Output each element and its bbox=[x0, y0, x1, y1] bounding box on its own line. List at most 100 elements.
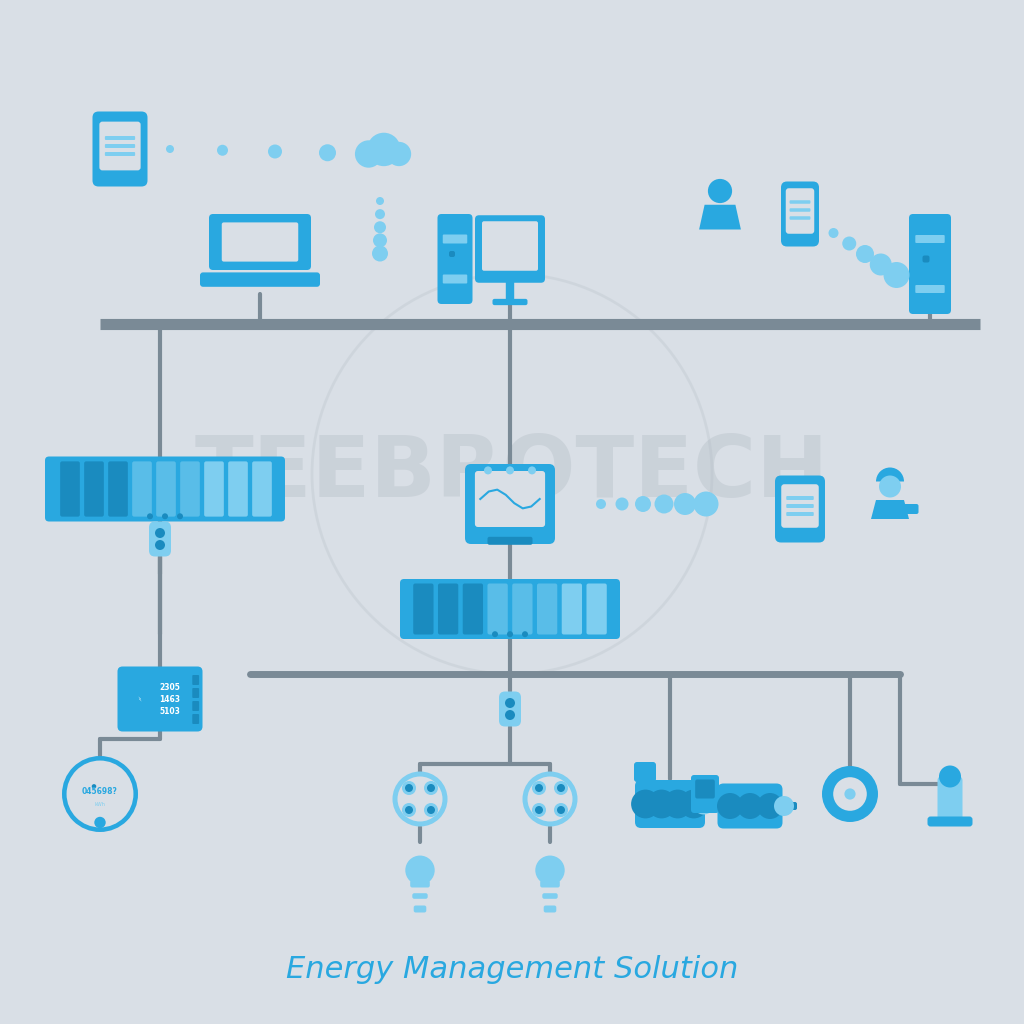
Circle shape bbox=[492, 631, 498, 637]
FancyBboxPatch shape bbox=[222, 222, 298, 261]
FancyBboxPatch shape bbox=[400, 579, 620, 639]
Circle shape bbox=[869, 254, 892, 275]
Circle shape bbox=[554, 781, 568, 795]
Circle shape bbox=[406, 855, 435, 885]
FancyBboxPatch shape bbox=[779, 802, 797, 810]
Circle shape bbox=[367, 133, 400, 166]
Circle shape bbox=[372, 246, 388, 261]
FancyBboxPatch shape bbox=[84, 462, 103, 517]
Circle shape bbox=[535, 806, 543, 814]
FancyBboxPatch shape bbox=[790, 201, 810, 204]
Circle shape bbox=[717, 793, 743, 819]
Circle shape bbox=[155, 540, 165, 550]
Circle shape bbox=[424, 803, 438, 817]
FancyBboxPatch shape bbox=[499, 691, 521, 726]
Text: 5103: 5103 bbox=[160, 707, 180, 716]
Circle shape bbox=[402, 781, 416, 795]
FancyBboxPatch shape bbox=[449, 251, 455, 257]
FancyBboxPatch shape bbox=[635, 780, 705, 828]
FancyBboxPatch shape bbox=[786, 496, 814, 500]
Circle shape bbox=[505, 698, 515, 708]
FancyBboxPatch shape bbox=[775, 475, 825, 543]
FancyBboxPatch shape bbox=[104, 152, 135, 156]
FancyBboxPatch shape bbox=[465, 464, 555, 544]
Circle shape bbox=[939, 766, 961, 787]
FancyBboxPatch shape bbox=[541, 881, 560, 888]
FancyBboxPatch shape bbox=[634, 762, 656, 782]
FancyBboxPatch shape bbox=[442, 274, 467, 284]
Circle shape bbox=[147, 513, 153, 519]
Circle shape bbox=[757, 793, 783, 819]
FancyBboxPatch shape bbox=[781, 181, 819, 247]
FancyBboxPatch shape bbox=[718, 783, 782, 828]
FancyBboxPatch shape bbox=[193, 701, 199, 711]
FancyBboxPatch shape bbox=[923, 256, 930, 262]
FancyBboxPatch shape bbox=[45, 457, 285, 521]
Circle shape bbox=[596, 499, 606, 509]
FancyBboxPatch shape bbox=[786, 504, 814, 508]
Circle shape bbox=[845, 788, 856, 800]
Text: Energy Management Solution: Energy Management Solution bbox=[286, 954, 738, 983]
Text: 045698?: 045698? bbox=[82, 786, 118, 796]
FancyBboxPatch shape bbox=[785, 188, 814, 233]
FancyBboxPatch shape bbox=[562, 584, 582, 635]
FancyBboxPatch shape bbox=[118, 667, 203, 731]
Circle shape bbox=[484, 466, 492, 474]
Circle shape bbox=[528, 466, 536, 474]
FancyBboxPatch shape bbox=[193, 675, 199, 685]
Circle shape bbox=[774, 796, 794, 816]
Circle shape bbox=[522, 631, 528, 637]
FancyBboxPatch shape bbox=[691, 775, 719, 813]
Circle shape bbox=[402, 803, 416, 817]
FancyBboxPatch shape bbox=[786, 512, 814, 516]
Circle shape bbox=[532, 781, 546, 795]
FancyBboxPatch shape bbox=[438, 584, 459, 635]
Circle shape bbox=[162, 513, 168, 519]
Circle shape bbox=[674, 493, 696, 515]
FancyBboxPatch shape bbox=[544, 905, 556, 912]
FancyBboxPatch shape bbox=[442, 234, 467, 244]
Circle shape bbox=[679, 790, 709, 818]
FancyBboxPatch shape bbox=[512, 584, 532, 635]
Circle shape bbox=[427, 806, 435, 814]
Polygon shape bbox=[699, 205, 741, 229]
FancyBboxPatch shape bbox=[700, 801, 713, 808]
Circle shape bbox=[392, 771, 447, 826]
FancyBboxPatch shape bbox=[92, 112, 147, 186]
FancyBboxPatch shape bbox=[781, 484, 819, 527]
Circle shape bbox=[177, 513, 183, 519]
Circle shape bbox=[507, 631, 513, 637]
FancyBboxPatch shape bbox=[109, 462, 128, 517]
FancyBboxPatch shape bbox=[790, 216, 810, 220]
Circle shape bbox=[693, 492, 719, 516]
FancyBboxPatch shape bbox=[180, 462, 200, 517]
FancyBboxPatch shape bbox=[475, 471, 545, 527]
Circle shape bbox=[94, 817, 105, 828]
Circle shape bbox=[506, 466, 514, 474]
Circle shape bbox=[822, 766, 878, 822]
Circle shape bbox=[532, 803, 546, 817]
FancyBboxPatch shape bbox=[437, 214, 472, 304]
Text: 2305: 2305 bbox=[160, 683, 180, 691]
FancyBboxPatch shape bbox=[413, 893, 428, 899]
Circle shape bbox=[387, 142, 412, 166]
Circle shape bbox=[535, 784, 543, 792]
Circle shape bbox=[406, 784, 413, 792]
Polygon shape bbox=[138, 696, 141, 701]
Circle shape bbox=[374, 221, 386, 233]
FancyBboxPatch shape bbox=[928, 816, 973, 826]
Circle shape bbox=[536, 855, 564, 885]
FancyBboxPatch shape bbox=[104, 144, 135, 148]
Circle shape bbox=[355, 140, 382, 168]
FancyBboxPatch shape bbox=[695, 779, 715, 799]
FancyBboxPatch shape bbox=[493, 299, 527, 305]
Circle shape bbox=[697, 799, 710, 810]
FancyBboxPatch shape bbox=[482, 221, 538, 270]
FancyBboxPatch shape bbox=[938, 776, 963, 821]
Circle shape bbox=[217, 144, 228, 156]
FancyBboxPatch shape bbox=[411, 881, 430, 888]
Circle shape bbox=[155, 528, 165, 538]
FancyBboxPatch shape bbox=[587, 584, 607, 635]
FancyBboxPatch shape bbox=[132, 462, 152, 517]
Circle shape bbox=[879, 475, 901, 498]
